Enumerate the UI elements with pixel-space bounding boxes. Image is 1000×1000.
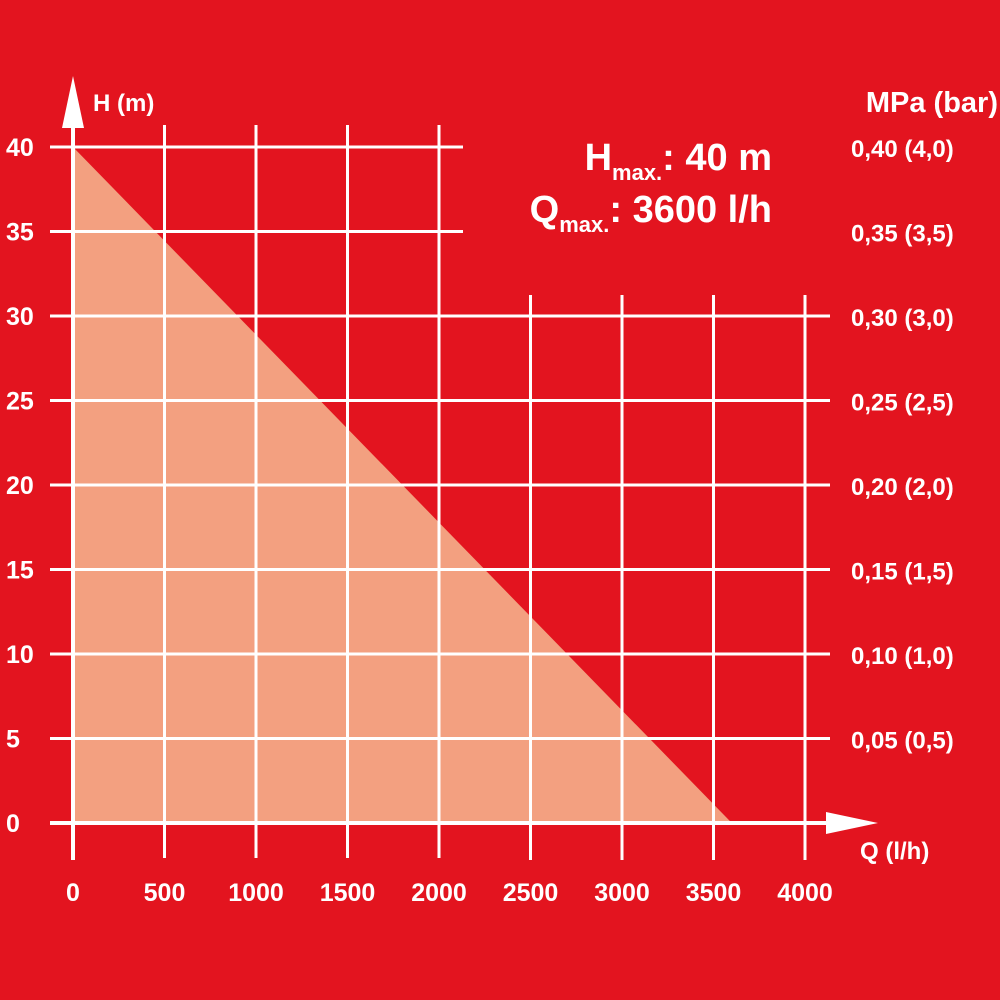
x-tick-label-1000: 1000 (228, 879, 284, 907)
x-tick-label-1500: 1500 (320, 879, 376, 907)
x-axis-arrow (826, 812, 878, 834)
pressure-tick-label-35: 0,35 (3,5) (851, 221, 954, 248)
y-axis-label: H (m) (93, 90, 154, 117)
secondary-axis-label: MPa (bar) (866, 87, 998, 119)
q-max-symbol: Q (530, 189, 560, 231)
pressure-tick-label-40: 0,40 (4,0) (851, 136, 954, 163)
y-tick-label-30: 30 (6, 303, 34, 331)
q-max-annotation: Qmax.: 3600 l/h (530, 189, 772, 237)
y-tick-label-5: 5 (6, 726, 20, 754)
h-max-subscript: max. (612, 160, 662, 185)
x-tick-label-3500: 3500 (686, 879, 742, 907)
pressure-tick-label-10: 0,10 (1,0) (851, 643, 954, 670)
q-max-value: : 3600 l/h (609, 189, 772, 231)
x-tick-label-4000: 4000 (777, 879, 833, 907)
y-tick-label-25: 25 (6, 388, 34, 416)
y-tick-label-20: 20 (6, 472, 34, 500)
y-tick-label-10: 10 (6, 641, 34, 669)
pressure-tick-label-15: 0,15 (1,5) (851, 559, 954, 586)
y-tick-label-15: 15 (6, 557, 34, 585)
label-layer: H (m) Q (l/h) MPa (bar) Hmax.: 40 m Qmax… (93, 87, 998, 865)
x-tick-label-2500: 2500 (503, 879, 559, 907)
axis-layer (50, 76, 878, 860)
y-tick-label-35: 35 (6, 219, 34, 247)
h-max-value: : 40 m (662, 137, 772, 179)
y-tick-label-40: 40 (6, 134, 34, 162)
x-tick-label-3000: 3000 (594, 879, 650, 907)
pressure-tick-label-5: 0,05 (0,5) (851, 728, 954, 755)
y-tick-label-0: 0 (6, 810, 20, 838)
x-axis-label: Q (l/h) (860, 838, 929, 865)
grid-layer (50, 125, 830, 860)
x-tick-label-0: 0 (66, 879, 80, 907)
tick-layer: 0 5 10 15 20 25 30 35 40 0 500 1000 1500 2000 2500 3000… (6, 134, 954, 907)
x-tick-label-500: 500 (144, 879, 186, 907)
pressure-tick-label-20: 0,20 (2,0) (851, 474, 954, 501)
h-max-symbol: H (585, 137, 612, 179)
q-max-subscript: max. (559, 212, 609, 237)
pressure-tick-label-25: 0,25 (2,5) (851, 390, 954, 417)
pressure-tick-label-30: 0,30 (3,0) (851, 305, 954, 332)
y-axis-arrow (62, 76, 84, 128)
h-max-annotation: Hmax.: 40 m (585, 137, 772, 185)
x-tick-label-2000: 2000 (411, 879, 467, 907)
